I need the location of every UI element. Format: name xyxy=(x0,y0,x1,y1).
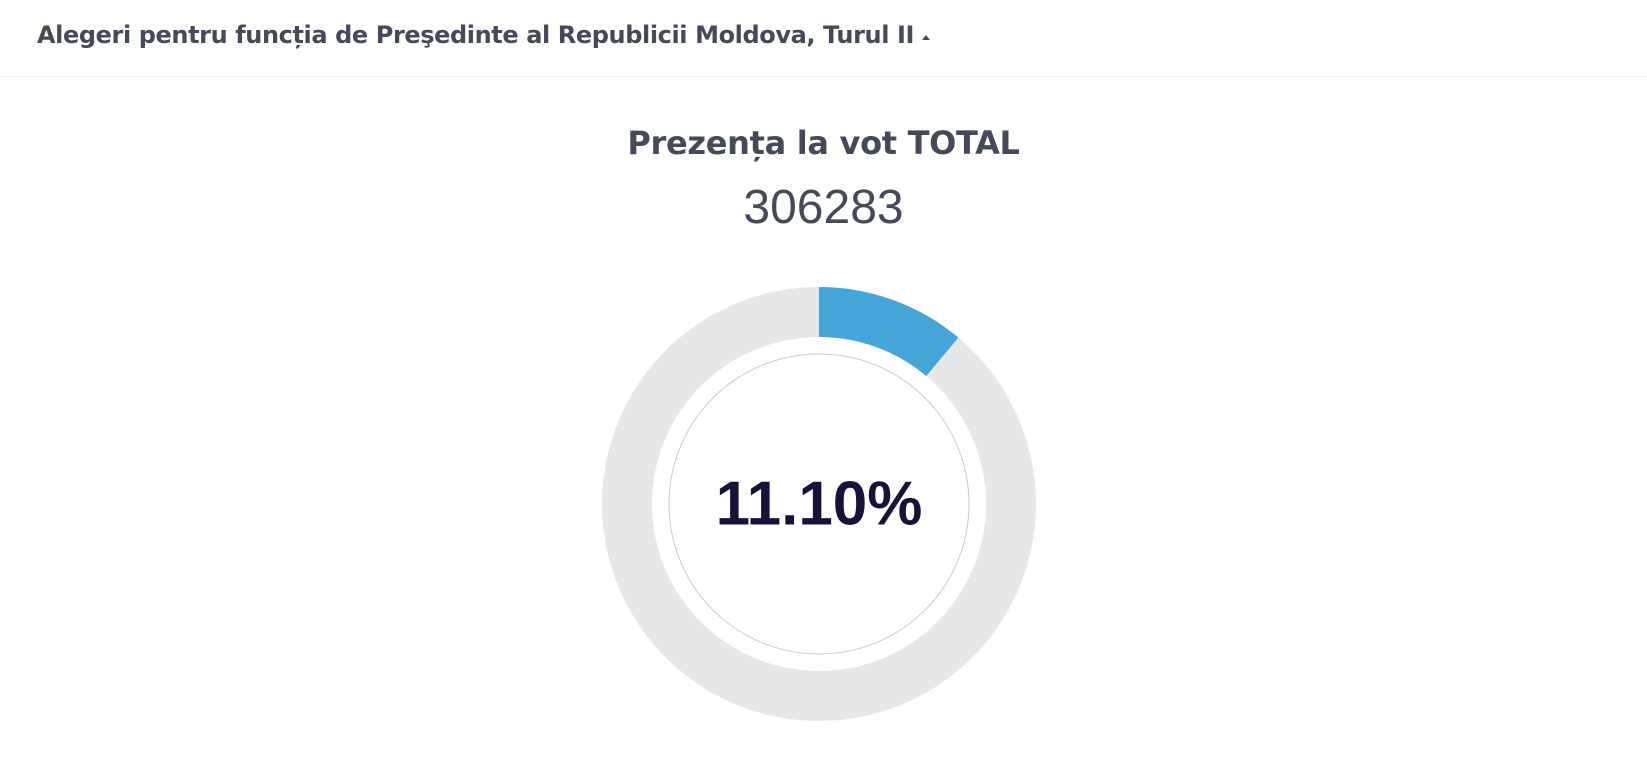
donut-inner-circle xyxy=(668,353,970,655)
donut-svg: 11.10% xyxy=(602,287,1036,721)
caret-up-icon xyxy=(922,35,931,40)
election-title: Alegeri pentru funcția de Preşedinte al … xyxy=(37,21,915,49)
election-selector[interactable]: Alegeri pentru funcția de Preşedinte al … xyxy=(37,21,931,49)
page-header: Alegeri pentru funcția de Preşedinte al … xyxy=(0,0,1647,77)
turnout-title: Prezența la vot TOTAL xyxy=(627,124,1020,162)
donut-segment-turnout xyxy=(819,287,959,376)
turnout-donut-chart: 11.10% xyxy=(602,287,1036,721)
turnout-percent-label: 11.10% xyxy=(716,470,923,539)
turnout-count: 306283 xyxy=(743,181,904,234)
